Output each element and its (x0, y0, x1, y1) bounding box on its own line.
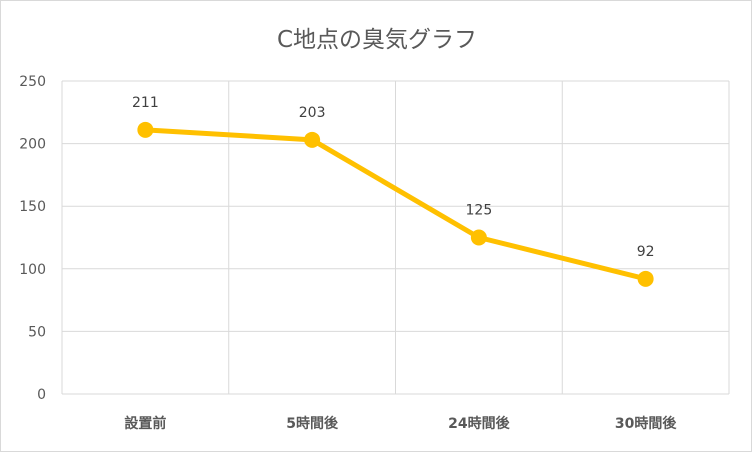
data-label: 211 (132, 95, 159, 111)
data-label: 125 (466, 203, 493, 219)
y-tick-label: 100 (19, 262, 46, 278)
data-point (637, 270, 654, 287)
x-tick-label: 設置前 (124, 415, 166, 432)
data-point (304, 131, 321, 148)
y-tick-label: 150 (19, 199, 46, 215)
y-tick-label: 50 (28, 324, 46, 340)
y-tick-label: 250 (19, 74, 46, 90)
data-point (470, 229, 487, 246)
x-tick-label: 24時間後 (448, 415, 510, 432)
x-tick-label: 5時間後 (286, 415, 339, 432)
y-tick-label: 0 (37, 387, 46, 403)
x-tick-label: 30時間後 (615, 415, 677, 432)
data-label: 203 (299, 105, 326, 121)
series-line (145, 127, 647, 282)
y-tick-label: 200 (19, 137, 46, 153)
data-point (137, 121, 154, 138)
chart-title: C地点の臭気グラフ (277, 27, 477, 53)
data-label: 92 (637, 244, 655, 260)
